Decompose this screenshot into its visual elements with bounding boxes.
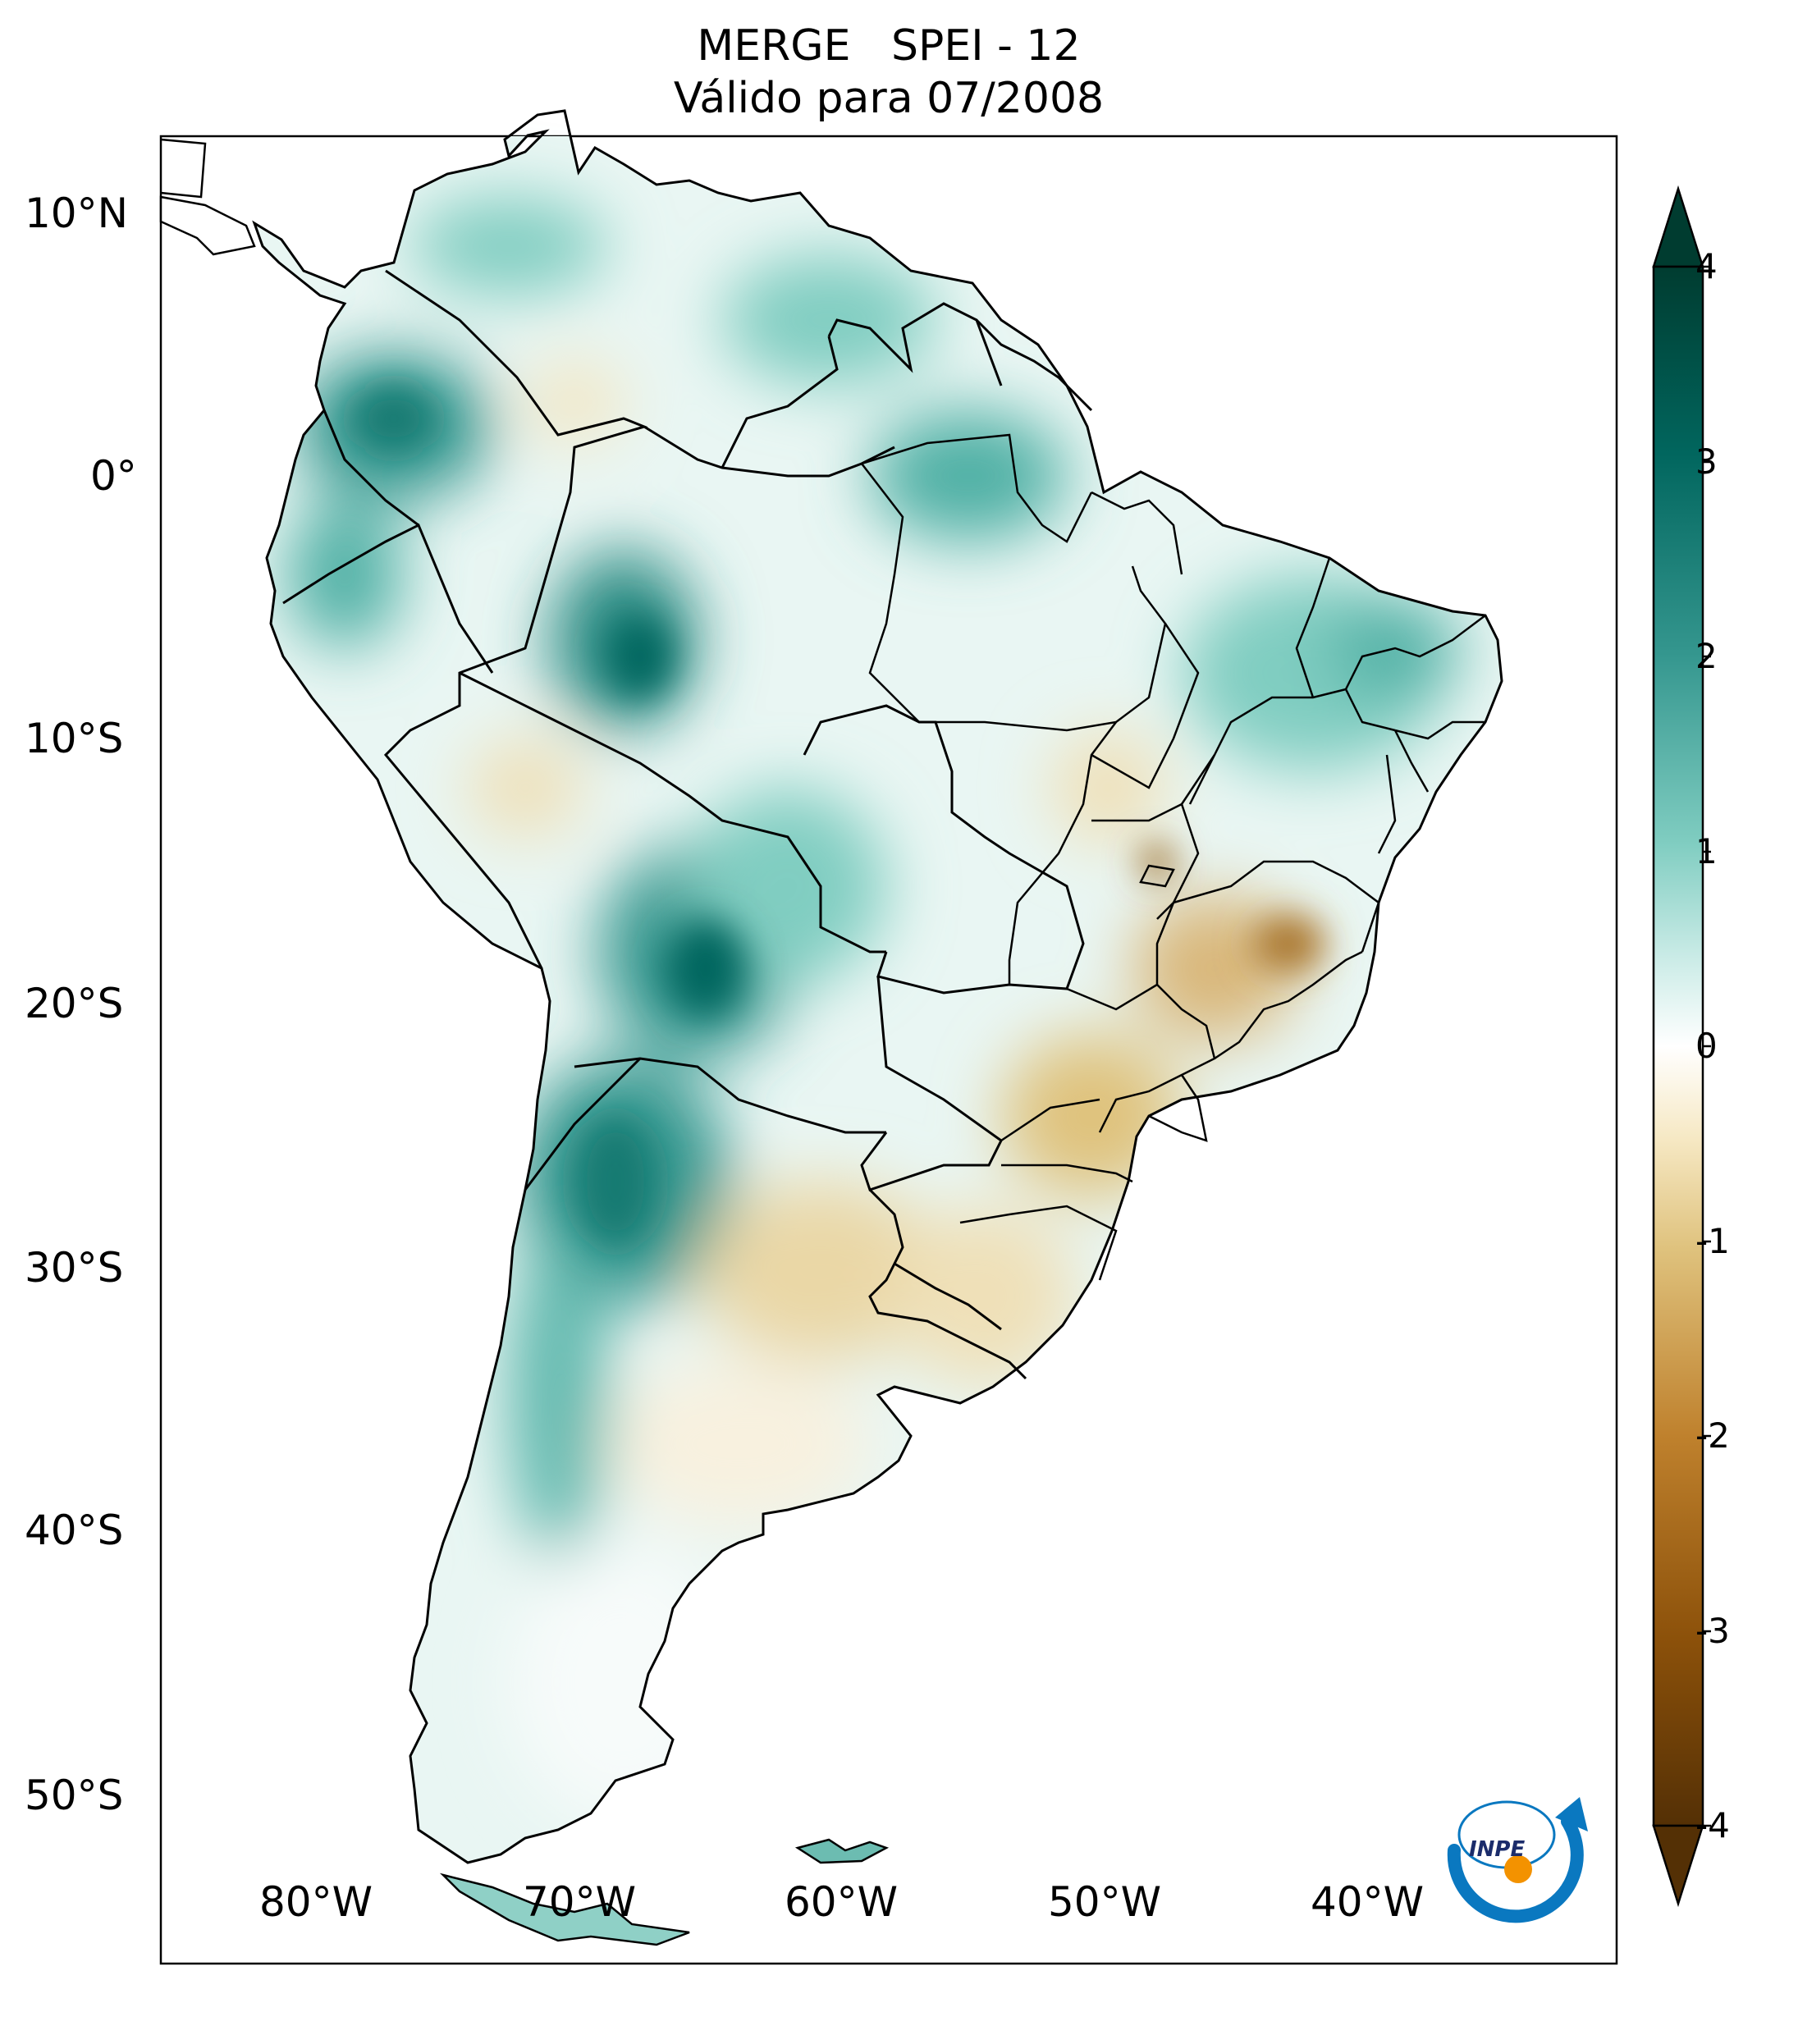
colorbar-label-1: 1 — [1695, 831, 1718, 871]
tierra-del-fuego — [439, 1873, 690, 1946]
falkland-islands — [794, 1838, 890, 1864]
map-title-line1: MERGE SPEI - 12 — [697, 21, 1081, 71]
inpe-logo-text: INPE — [1469, 1837, 1525, 1862]
colorbar-label-minus4: -4 — [1695, 1805, 1730, 1845]
colorbar-extend-bottom — [1652, 1824, 1704, 1908]
lat-tick-10n: 10°N — [25, 190, 129, 237]
lon-tick-50w: 50°W — [1047, 1878, 1162, 1926]
lon-tick-80w: 80°W — [258, 1878, 373, 1926]
colorbar-label-4: 4 — [1695, 246, 1718, 286]
colorbar-label-0: 0 — [1695, 1026, 1718, 1066]
lat-tick-20s: 20°S — [25, 980, 124, 1027]
lat-tick-30s: 30°S — [25, 1244, 124, 1292]
central-america — [159, 195, 256, 256]
lon-tick-60w: 60°W — [784, 1878, 899, 1926]
colorbar-label-2: 2 — [1695, 636, 1718, 676]
colorbar-gradient — [1652, 265, 1704, 1827]
lat-tick-50s: 50°S — [25, 1772, 124, 1819]
colorbar — [1652, 185, 1711, 1908]
colorbar-label-3: 3 — [1695, 441, 1718, 482]
lat-tick-0: 0° — [90, 452, 137, 500]
country-borders — [282, 269, 1093, 1380]
colorbar-label-minus3: -3 — [1695, 1611, 1730, 1651]
lat-tick-10s: 10°S — [25, 715, 124, 762]
colorbar-label-minus1: -1 — [1695, 1221, 1730, 1261]
map-title-line2: Válido para 07/2008 — [673, 74, 1105, 123]
state-borders — [861, 433, 1486, 1281]
lon-tick-40w: 40°W — [1310, 1878, 1425, 1926]
inpe-logo: INPE — [1447, 1797, 1588, 1923]
lat-tick-40s: 40°S — [25, 1507, 124, 1554]
colorbar-label-minus2: -2 — [1695, 1415, 1730, 1456]
lon-tick-70w: 70°W — [522, 1878, 637, 1926]
